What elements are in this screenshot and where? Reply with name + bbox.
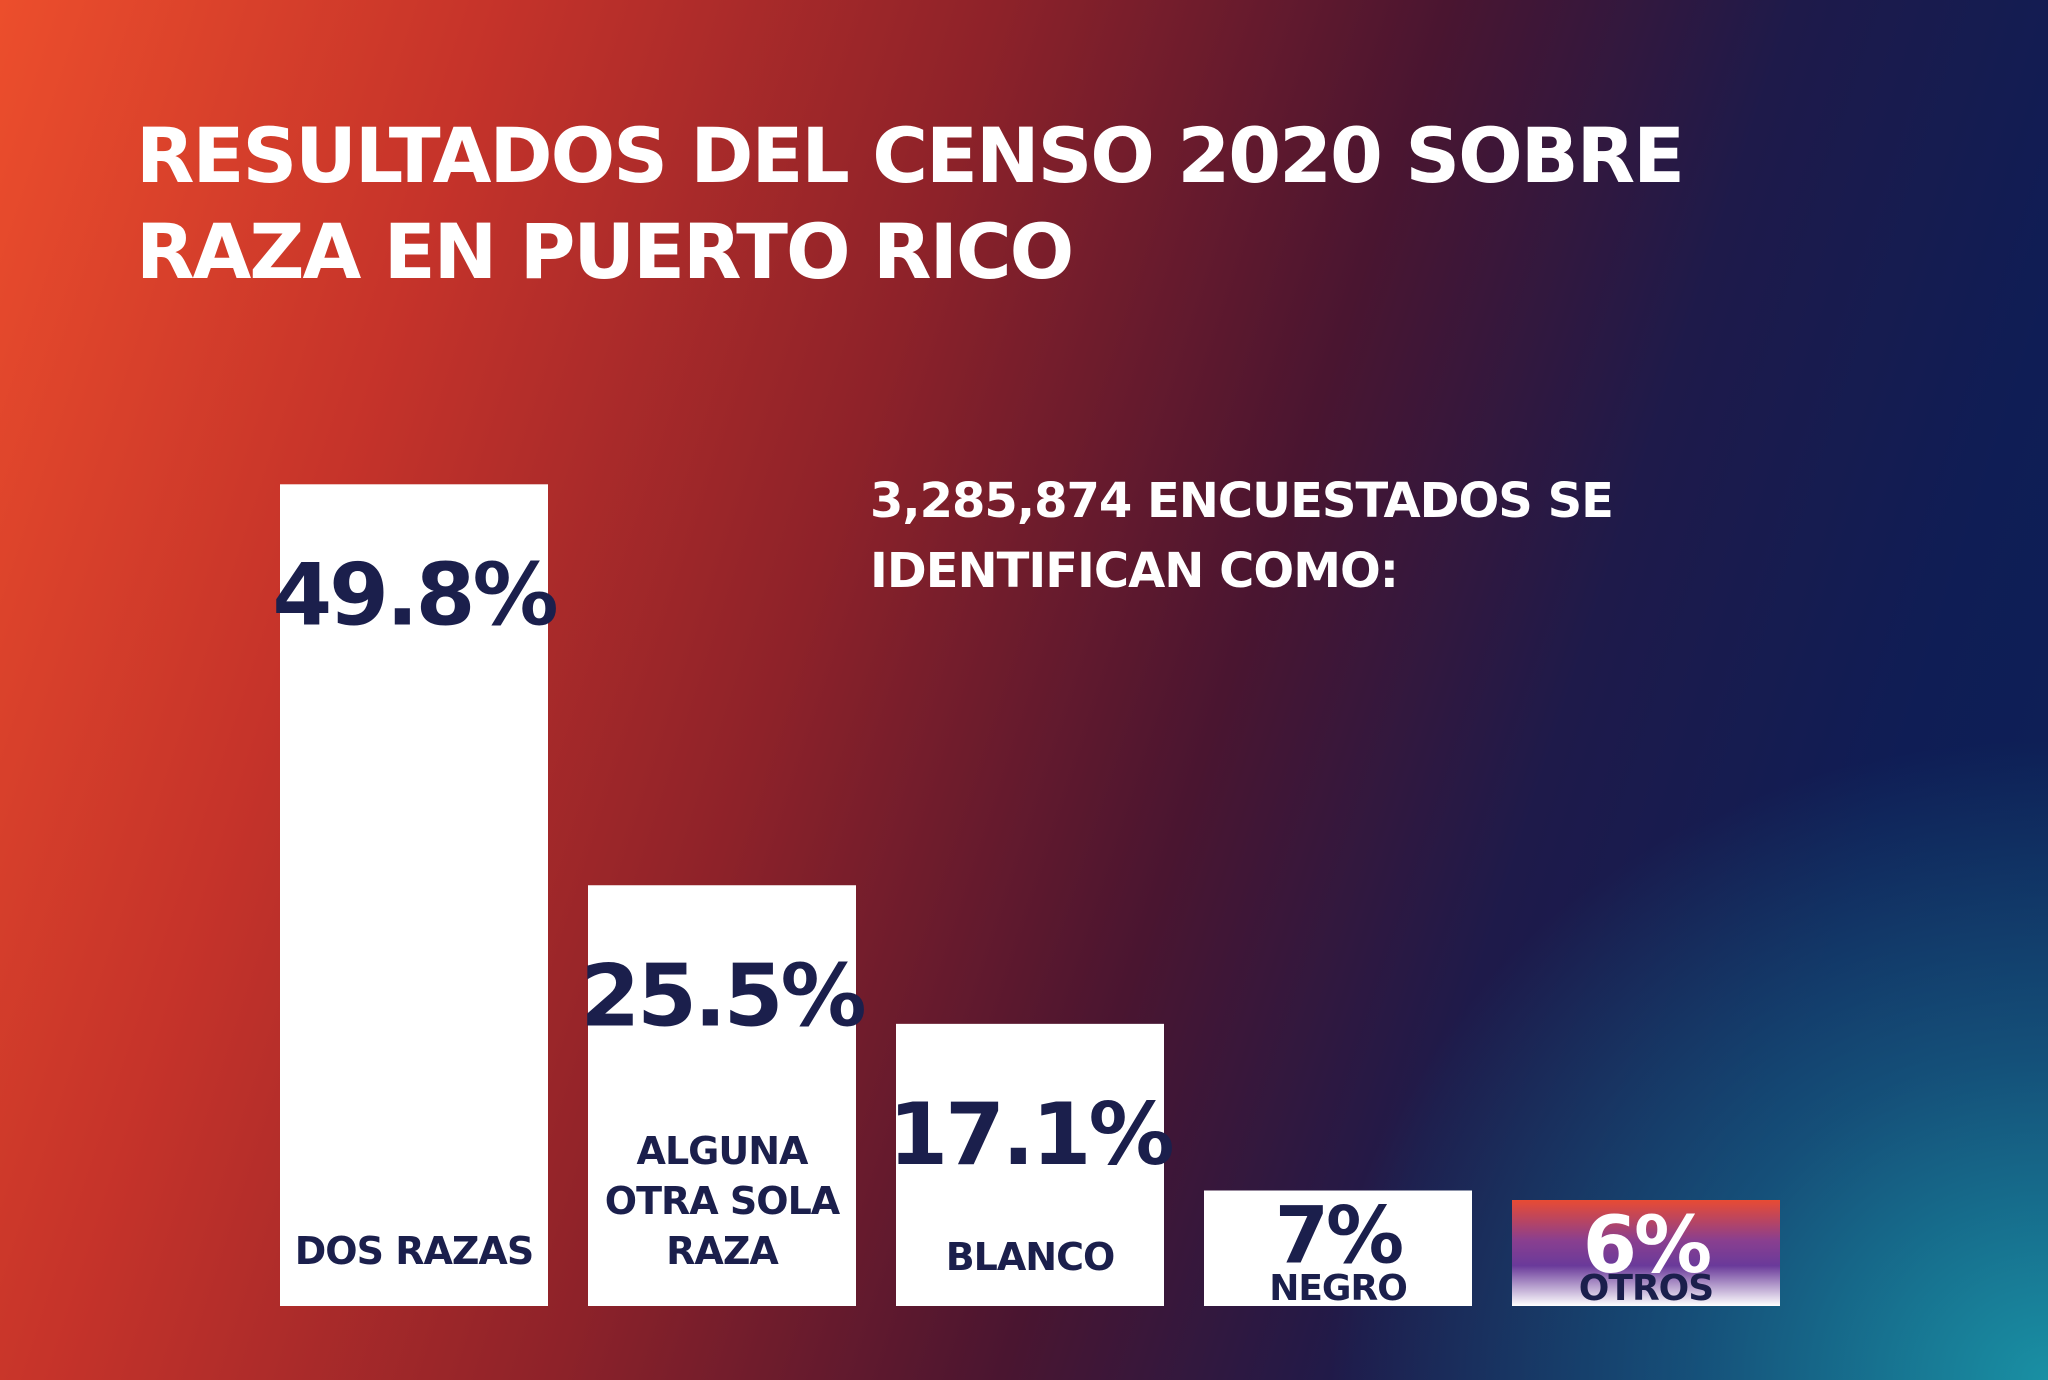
category-label-alguna-otra-sola-raza: RAZA bbox=[666, 1229, 779, 1273]
bar-dos-razas bbox=[280, 484, 548, 1306]
value-label-otros: 6% bbox=[1583, 1201, 1710, 1291]
category-label-negro: NEGRO bbox=[1269, 1268, 1407, 1309]
category-label-dos-razas: DOS RAZAS bbox=[295, 1229, 533, 1273]
value-label-negro: 7% bbox=[1275, 1192, 1402, 1282]
value-label-dos-razas: 49.8% bbox=[272, 545, 556, 645]
respondents-subtitle: 3,285,874 ENCUESTADOS SE IDENTIFICAN COM… bbox=[870, 473, 1614, 599]
value-label-blanco: 17.1% bbox=[888, 1085, 1172, 1185]
chart-title: RESULTADOS DEL CENSO 2020 SOBRE RAZA EN … bbox=[136, 111, 1685, 296]
bar-blanco bbox=[896, 1023, 1164, 1306]
category-label-otros: OTROS bbox=[1579, 1268, 1713, 1309]
bars-group: 49.8% DOS RAZAS 25.5% ALGUNA OTRA SOLA RAZA 17… bbox=[272, 484, 1780, 1309]
category-label-alguna-otra-sola-raza: OTRA SOLA bbox=[605, 1179, 841, 1223]
value-label-alguna-otra-sola-raza: 25.5% bbox=[580, 946, 864, 1046]
bar-negro bbox=[1204, 1190, 1472, 1306]
bar-alguna-otra-sola-raza bbox=[588, 885, 856, 1306]
category-label-blanco: BLANCO bbox=[946, 1235, 1115, 1279]
bar-otros bbox=[1512, 1200, 1780, 1306]
category-label-alguna-otra-sola-raza: ALGUNA bbox=[637, 1129, 809, 1173]
